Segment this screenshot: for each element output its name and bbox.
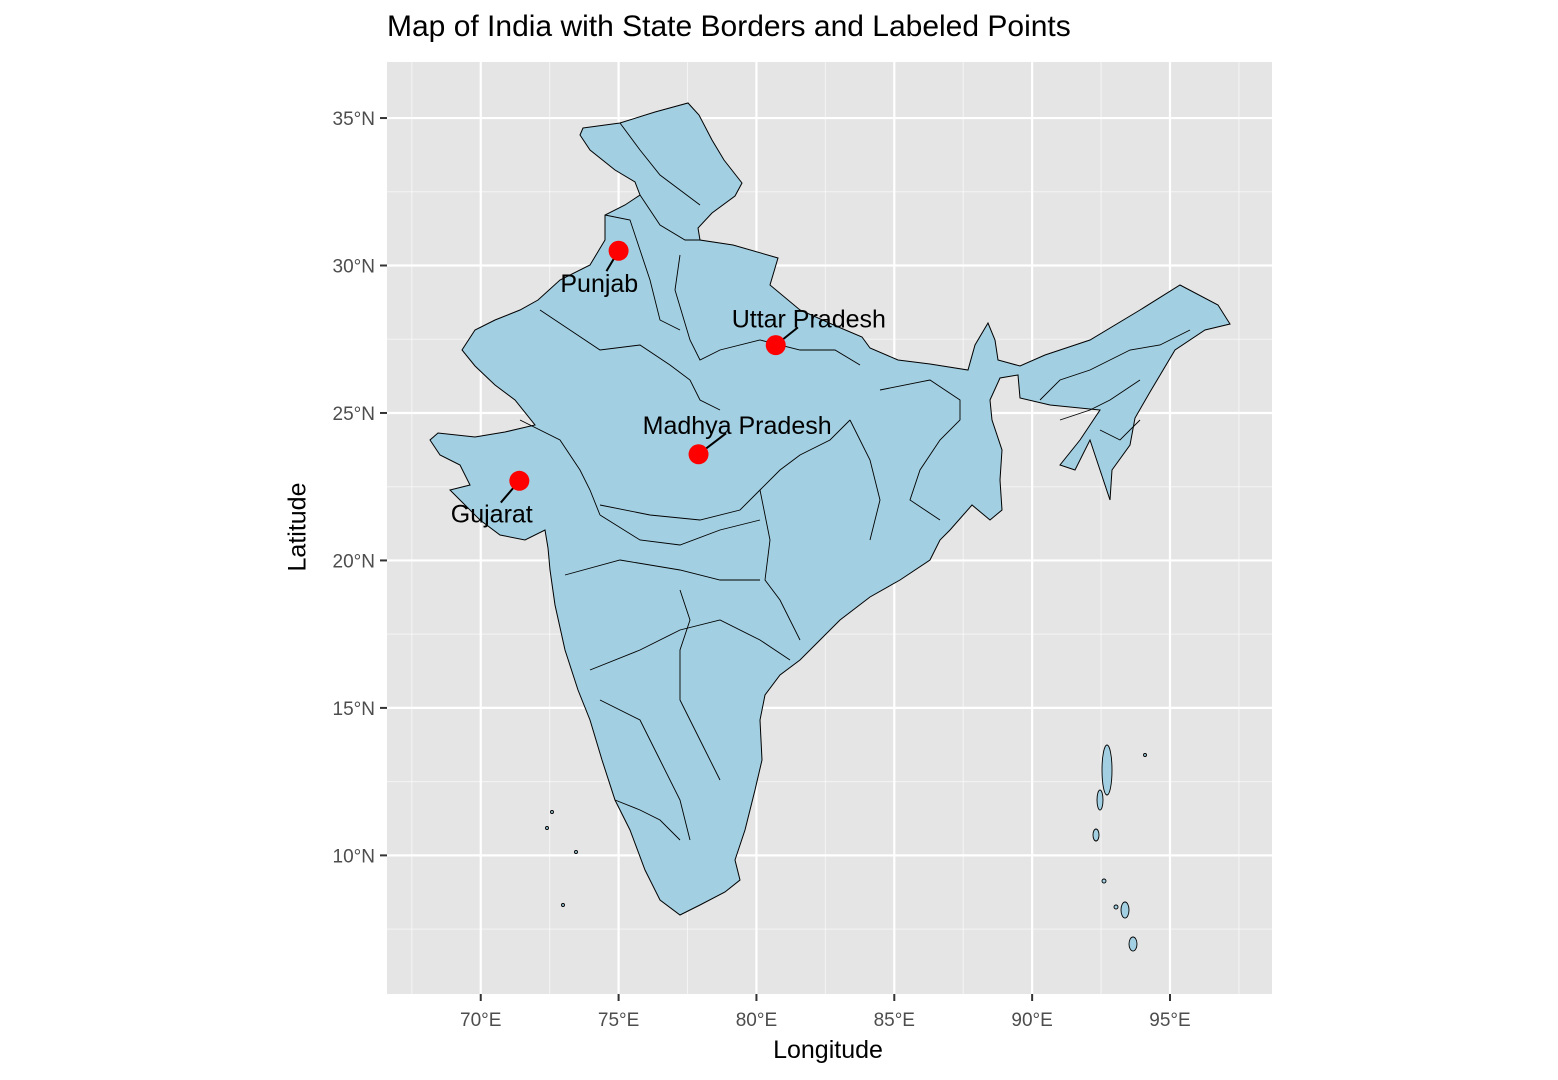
leader-line bbox=[704, 432, 727, 451]
point-label: Gujarat bbox=[451, 500, 533, 528]
island-shape bbox=[1096, 789, 1104, 811]
axes: 70°E 75°E 80°E 85°E 90°E 95°E 10°N 15°N 20°N 25°N… bbox=[333, 109, 1191, 1031]
x-tick-label: 75°E bbox=[598, 1010, 639, 1031]
island-shape bbox=[561, 903, 565, 907]
point-label: Punjab bbox=[560, 270, 638, 298]
island-shape bbox=[1143, 753, 1147, 757]
island-shape bbox=[574, 850, 578, 854]
island-shape bbox=[545, 826, 549, 830]
island-shape bbox=[1092, 828, 1100, 842]
island-shape bbox=[1120, 901, 1130, 919]
y-tick-label: 30°N bbox=[333, 257, 375, 278]
point-label: Uttar Pradesh bbox=[732, 306, 886, 334]
state-border bbox=[539, 309, 721, 411]
point-marker bbox=[765, 335, 786, 356]
island-shape bbox=[1101, 878, 1107, 884]
x-axis-label: Longitude bbox=[773, 1036, 883, 1064]
y-tick-label: 20°N bbox=[333, 551, 375, 572]
leader-line bbox=[781, 326, 799, 341]
state-border bbox=[879, 379, 961, 521]
island-shape bbox=[1128, 936, 1138, 952]
y-tick-label: 25°N bbox=[333, 404, 375, 425]
island-shape bbox=[550, 810, 554, 814]
state-border bbox=[679, 589, 721, 781]
x-tick-label: 70°E bbox=[460, 1010, 501, 1031]
point-marker bbox=[509, 470, 530, 491]
state-border bbox=[599, 514, 761, 546]
x-tick-label: 85°E bbox=[874, 1010, 915, 1031]
point-marker bbox=[608, 240, 629, 261]
point-marker bbox=[688, 444, 709, 465]
x-tick-label: 80°E bbox=[736, 1010, 777, 1031]
y-tick-label: 10°N bbox=[333, 846, 375, 867]
state-border bbox=[614, 799, 681, 841]
point-label: Madhya Pradesh bbox=[643, 412, 832, 440]
leader-line bbox=[605, 257, 616, 272]
state-border bbox=[599, 699, 691, 841]
state-border bbox=[619, 122, 701, 206]
state-border bbox=[564, 559, 760, 581]
state-border bbox=[1039, 329, 1191, 401]
state-border bbox=[519, 419, 601, 516]
india-mainland-shape bbox=[429, 102, 1231, 916]
state-border bbox=[849, 419, 881, 541]
india-landmass bbox=[429, 102, 1231, 952]
leader-line bbox=[500, 486, 515, 504]
chart-title: Map of India with State Borders and Labe… bbox=[387, 10, 1071, 43]
y-tick-label: 35°N bbox=[333, 109, 375, 130]
x-tick-label: 90°E bbox=[1011, 1010, 1052, 1031]
state-border bbox=[639, 194, 700, 241]
state-border bbox=[759, 489, 801, 641]
state-border bbox=[1099, 419, 1141, 441]
state-border bbox=[589, 619, 791, 671]
island-shape bbox=[1113, 904, 1119, 910]
x-tick-label: 95°E bbox=[1149, 1010, 1190, 1031]
state-border bbox=[674, 254, 861, 366]
y-tick-label: 15°N bbox=[333, 699, 375, 720]
point-markers: Punjab Uttar Pradesh Madhya Pradesh Gujarat bbox=[451, 240, 886, 528]
island-shape bbox=[1101, 744, 1113, 796]
state-border bbox=[604, 214, 681, 331]
state-border bbox=[1059, 379, 1141, 421]
